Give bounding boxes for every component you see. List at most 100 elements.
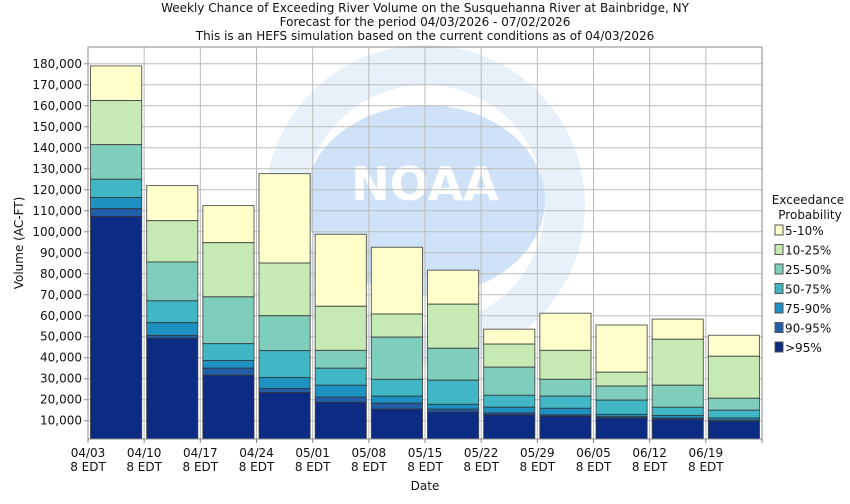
bar-segment-90-95: [90, 208, 143, 218]
bar-segment-50-75: [90, 178, 143, 199]
bar-segment-5-10: [314, 233, 367, 307]
x-tick-label-date: 04/24: [239, 446, 274, 460]
bar-segment-25-50: [427, 347, 480, 381]
bar-segment-25-50: [483, 366, 536, 396]
y-tick-label: 30,000: [40, 372, 82, 386]
bar-segment-10-25: [651, 338, 704, 386]
bar-stack-04-10: [146, 185, 199, 440]
y-tick-label: 100,000: [32, 225, 82, 239]
y-tick-label: 110,000: [32, 204, 82, 218]
bar-segment-5-10: [595, 324, 648, 373]
bar-segment-5-10: [146, 185, 199, 222]
x-tick-label-date: 05/01: [295, 446, 330, 460]
bar-segment-95: [370, 408, 424, 440]
bar-stack-05-01: [314, 233, 367, 440]
bar-segment-75-90: [314, 384, 367, 398]
bar-segment-25-50: [202, 296, 255, 345]
x-tick-label-date: 05/15: [408, 446, 443, 460]
x-tick-label-time: 8 EDT: [576, 460, 612, 474]
bar-segment-5-10: [651, 318, 704, 340]
x-tick-label-date: 05/29: [520, 446, 555, 460]
bar-segment-90-95: [202, 367, 255, 376]
bar-segment-5-10: [370, 246, 424, 315]
bar-segment-90-95: [258, 388, 311, 394]
bar-segment-10-25: [202, 242, 255, 298]
bar-segment-95: [90, 216, 143, 440]
bar-segment-5-10: [258, 173, 311, 264]
x-tick-label-time: 8 EDT: [688, 460, 724, 474]
bar-segment-5-10: [539, 312, 592, 351]
bar-segment-75-90: [370, 395, 424, 404]
bar-segment-10-25: [370, 313, 424, 338]
bar-stack-05-29: [539, 312, 592, 440]
bar-segment-75-90: [202, 359, 255, 369]
bar-segment-5-10: [202, 205, 255, 244]
bar-stack-05-08: [370, 246, 424, 440]
bar-stack-05-22: [483, 328, 536, 440]
x-tick-label-date: 06/19: [689, 446, 724, 460]
bar-segment-10-25: [595, 371, 648, 387]
legend-swatch: [774, 322, 784, 333]
bar-stack-06-12: [651, 318, 704, 440]
x-tick-label-time: 8 EDT: [70, 460, 106, 474]
bar-segment-10-25: [483, 343, 536, 368]
legend-title-1: Exceedance: [772, 193, 844, 207]
bar-segment-25-50: [707, 397, 760, 411]
bar-segment-95: [539, 415, 592, 440]
bar-segment-5-10: [90, 65, 143, 102]
legend: Exceedance Probability 5-10% 10-25% 25-50%…: [772, 193, 844, 355]
bar-segment-95: [258, 392, 311, 440]
x-tick-label-time: 8 EDT: [463, 460, 499, 474]
y-tick-label: 60,000: [40, 309, 82, 323]
bar-segment-10-25: [258, 262, 311, 317]
y-tick-label: 50,000: [40, 330, 82, 344]
chart-title: Weekly Chance of Exceeding River Volume …: [161, 1, 690, 43]
y-tick-label: 180,000: [32, 57, 82, 71]
x-tick-label-time: 8 EDT: [632, 460, 668, 474]
x-tick-label-date: 05/22: [464, 446, 499, 460]
y-tick-label: 160,000: [32, 99, 82, 113]
y-tick-label: 40,000: [40, 351, 82, 365]
bar-stack-06-05: [595, 324, 648, 440]
x-tick-label-time: 8 EDT: [126, 460, 162, 474]
bar-segment-95: [651, 418, 704, 440]
bar-segment-90-95: [314, 396, 367, 403]
bar-segment-25-50: [258, 315, 311, 352]
bar-segment-75-90: [146, 322, 199, 336]
x-tick-label-date: 06/05: [576, 446, 611, 460]
bar-segment-25-50: [314, 349, 367, 369]
x-tick-label-date: 04/17: [183, 446, 218, 460]
bar-segment-25-50: [595, 385, 648, 401]
grid: [88, 47, 762, 439]
bar-segment-10-25: [539, 349, 592, 380]
bar-stack-06-19: [707, 334, 760, 440]
bar-segment-50-75: [314, 367, 367, 386]
bar-segment-25-50: [370, 336, 424, 380]
x-tick-label-time: 8 EDT: [295, 460, 331, 474]
bar-segment-25-50: [651, 384, 704, 408]
bar-segment-10-25: [707, 355, 760, 399]
legend-label: 50-75%: [785, 283, 831, 297]
legend-label: 75-90%: [785, 302, 831, 316]
bar-stack-04-03: [90, 65, 143, 440]
y-axis: 10,000 20,000 30,000 40,000 50,000 60,000 70,0…: [32, 57, 88, 428]
y-tick-label: 10,000: [40, 414, 82, 428]
bar-segment-25-50: [146, 261, 199, 302]
x-tick-label-time: 8 EDT: [407, 460, 443, 474]
x-tick-label-time: 8 EDT: [351, 460, 387, 474]
x-tick-label-date: 05/08: [352, 446, 387, 460]
bar-segment-50-75: [370, 378, 424, 397]
bar-stack-04-24: [258, 173, 311, 440]
bar-segment-90-95: [370, 402, 424, 410]
bar-segment-75-90: [258, 376, 311, 390]
x-tick-label-date: 04/03: [71, 446, 106, 460]
y-tick-label: 170,000: [32, 78, 82, 92]
legend-label: 25-50%: [785, 263, 831, 277]
legend-label: 5-10%: [785, 224, 824, 238]
legend-label: >95%: [785, 341, 822, 355]
legend-swatch: [774, 224, 784, 236]
bar-stack-04-17: [202, 205, 255, 440]
x-tick-label-time: 8 EDT: [183, 460, 219, 474]
